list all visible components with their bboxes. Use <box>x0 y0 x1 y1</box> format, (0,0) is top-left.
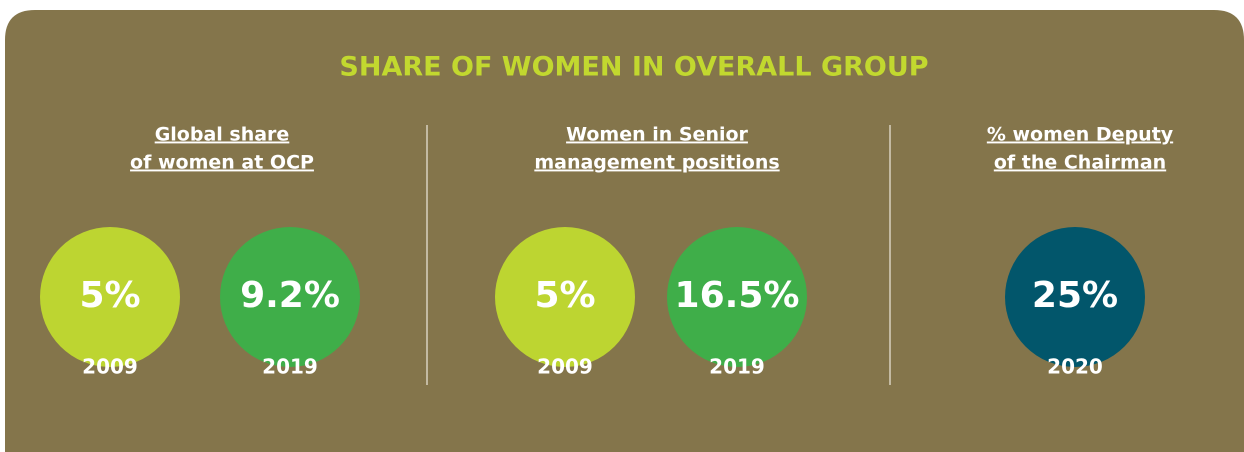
stat-value: 16.5% <box>675 275 800 316</box>
panel-heading: % women Deputy <box>987 124 1174 146</box>
panel-heading: of the Chairman <box>994 152 1166 174</box>
panel-heading: Women in Senior <box>566 124 748 146</box>
panel-heading: Global share <box>155 124 290 146</box>
title: SHARE OF WOMEN IN OVERALL GROUP <box>339 52 928 83</box>
stat-value: 5% <box>79 275 140 316</box>
stat-value: 5% <box>534 275 595 316</box>
stat-year: 2019 <box>262 355 318 379</box>
stat-year: 2020 <box>1047 355 1103 379</box>
stat-circle <box>1005 227 1145 367</box>
panel-heading: management positions <box>534 152 779 174</box>
stat-year: 2019 <box>709 355 765 379</box>
stat-circle <box>220 227 360 367</box>
stat-value: 25% <box>1032 275 1118 316</box>
stat-year: 2009 <box>537 355 593 379</box>
panel-heading: of women at OCP <box>130 152 314 174</box>
stat-circle <box>667 227 807 367</box>
stat-year: 2009 <box>82 355 138 379</box>
stat-circle <box>495 227 635 367</box>
stat-value: 9.2% <box>240 275 340 316</box>
stat-circle <box>40 227 180 367</box>
